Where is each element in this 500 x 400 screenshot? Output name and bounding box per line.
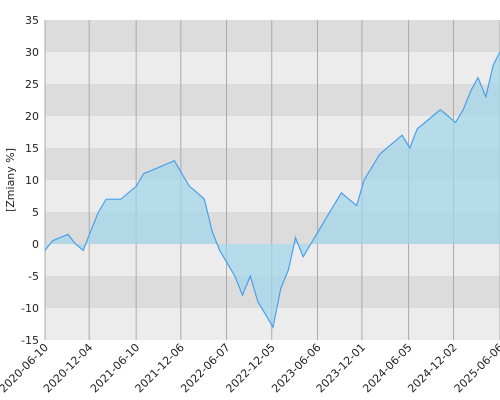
y-tick-label: 15: [25, 142, 39, 155]
y-tick-label: 0: [32, 238, 39, 251]
line: [44, 51, 500, 329]
y-tick-label: 25: [25, 78, 39, 91]
area: [45, 52, 500, 328]
x-tick-label: 2025-06-06: [452, 341, 500, 395]
y-tick-label: 20: [25, 110, 39, 123]
y-tick-label: 5: [32, 206, 39, 219]
y-axis-label: [Zmiany %]: [4, 148, 17, 212]
y-tick-label: -10: [21, 302, 39, 315]
y-tick-label: -5: [28, 270, 39, 283]
y-tick-label: -15: [21, 334, 39, 347]
grid-band: [45, 84, 500, 116]
y-tick-label: 10: [25, 174, 39, 187]
y-tick-label: 30: [25, 46, 39, 59]
y-tick-label: 35: [25, 14, 39, 27]
grid-band: [45, 20, 500, 52]
grid-band: [45, 52, 500, 84]
